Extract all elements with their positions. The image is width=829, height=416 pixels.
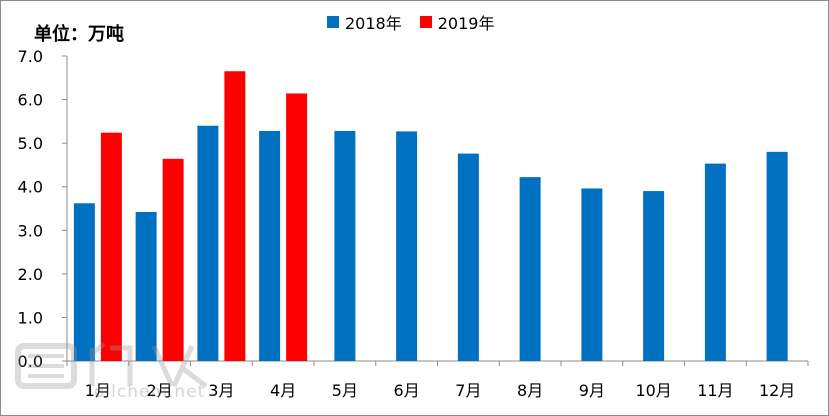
bar-2019-4	[286, 93, 308, 361]
x-tick-label: 11月	[697, 381, 733, 400]
x-tick-label: 9月	[579, 381, 605, 400]
x-tick-label: 12月	[759, 381, 795, 400]
y-tick-label: 5.0	[18, 134, 43, 153]
x-tick-label: 7月	[455, 381, 481, 400]
unit-label: 单位：万吨	[34, 24, 124, 45]
x-tick-label: 4月	[270, 381, 296, 400]
bar-2018-10	[643, 191, 665, 361]
y-tick-label: 4.0	[18, 178, 43, 197]
bar-2018-11	[704, 163, 726, 361]
y-tick-label: 7.0	[18, 47, 43, 66]
oilchem-logo-icon	[15, 342, 208, 389]
bar-2019-2	[162, 158, 184, 361]
bar-2018-3	[197, 125, 219, 361]
oilchem-watermark: oilchem.net	[14, 338, 224, 408]
legend: 2018年 2019年	[327, 10, 512, 34]
legend-item-2018: 2018年	[327, 10, 402, 34]
y-tick-label: 2.0	[18, 265, 43, 284]
x-tick-label: 6月	[394, 381, 420, 400]
y-tick-label: 0.0	[18, 352, 43, 371]
x-tick-label: 5月	[332, 381, 358, 400]
bar-2018-7	[457, 153, 479, 361]
bar-2018-12	[766, 151, 788, 361]
x-tick-label: 3月	[208, 381, 234, 400]
x-tick-label: 8月	[517, 381, 543, 400]
bar-2018-4	[259, 130, 281, 361]
bar-2018-8	[519, 177, 541, 361]
legend-item-2019: 2019年	[419, 10, 495, 34]
legend-label-2019: 2019年	[437, 14, 495, 33]
y-tick-label: 6.0	[18, 91, 43, 110]
watermark-site-text: oilchem.net	[94, 382, 206, 402]
bar-2018-9	[581, 188, 603, 361]
x-tick-label: 10月	[635, 381, 671, 400]
legend-swatch-2018	[327, 16, 339, 28]
bar-2018-5	[334, 130, 356, 361]
x-tick-label: 2月	[147, 381, 173, 400]
legend-label-2018: 2018年	[345, 14, 402, 33]
bar-2019-1	[100, 132, 122, 361]
bar-2018-6	[396, 131, 418, 361]
bar-2018-1	[73, 203, 95, 361]
x-tick-label: 1月	[85, 381, 111, 400]
bar-2018-2	[135, 211, 157, 361]
y-tick-label: 1.0	[18, 308, 43, 327]
y-tick-label: 3.0	[18, 221, 43, 240]
legend-swatch-2019	[419, 16, 432, 28]
bar-2019-3	[224, 71, 246, 361]
